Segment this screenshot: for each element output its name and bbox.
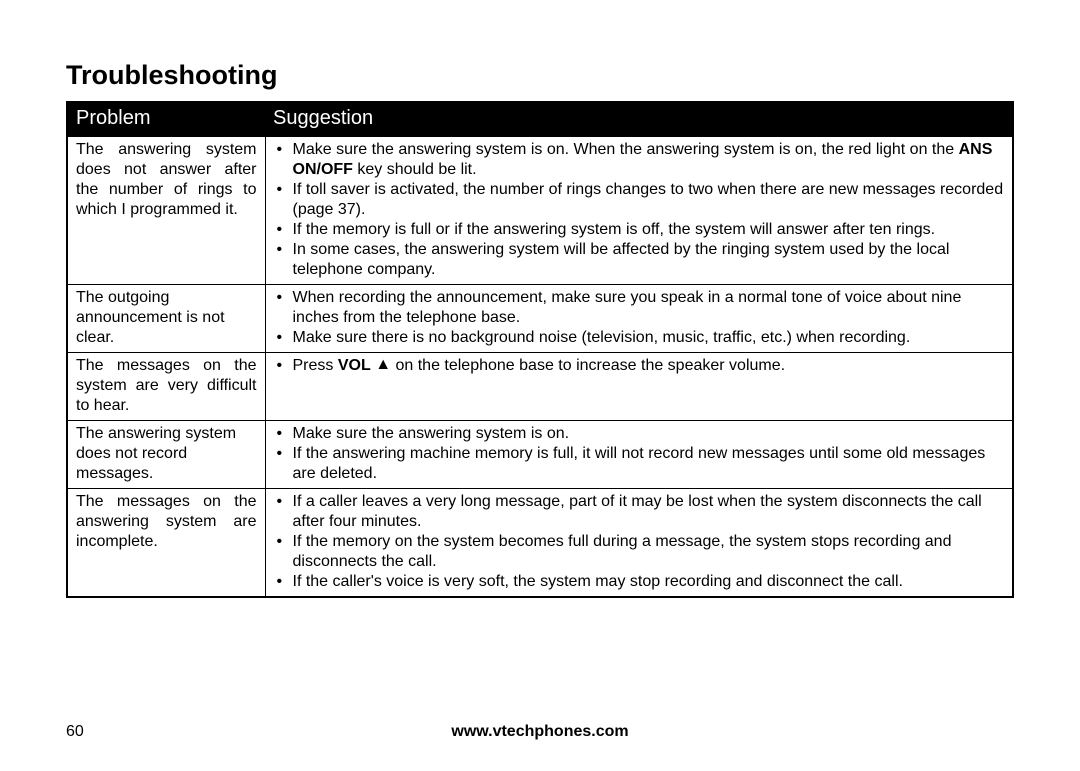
- suggestion-item: If the memory is full or if the answerin…: [291, 220, 1005, 240]
- problem-cell: The messages on the system are very diff…: [67, 353, 265, 421]
- page-number: 60: [66, 723, 84, 740]
- suggestion-list: Make sure the answering system is on. Wh…: [274, 140, 1005, 280]
- problem-cell: The messages on the answering system are…: [67, 489, 265, 598]
- suggestion-cell: If a caller leaves a very long message, …: [265, 489, 1013, 598]
- page-footer: 60 www.vtechphones.com: [66, 723, 1014, 741]
- suggestion-cell: Press VOL ▲ on the telephone base to inc…: [265, 353, 1013, 421]
- suggestion-cell: When recording the announcement, make su…: [265, 285, 1013, 353]
- table-row: The answering system does not answer aft…: [67, 137, 1013, 285]
- page-title: Troubleshooting: [66, 60, 1014, 91]
- suggestion-item: When recording the announcement, make su…: [291, 288, 1005, 328]
- table-body: The answering system does not answer aft…: [67, 137, 1013, 598]
- suggestion-item: If the answering machine memory is full,…: [291, 444, 1005, 484]
- suggestion-list: When recording the announcement, make su…: [274, 288, 1005, 348]
- suggestion-list: If a caller leaves a very long message, …: [274, 492, 1005, 592]
- suggestion-item: Press VOL ▲ on the telephone base to inc…: [291, 356, 1005, 376]
- troubleshooting-table: Problem Suggestion The answering system …: [66, 101, 1014, 598]
- col-header-problem: Problem: [67, 102, 265, 137]
- suggestion-item: Make sure the answering system is on.: [291, 424, 1005, 444]
- table-row: The messages on the system are very diff…: [67, 353, 1013, 421]
- problem-cell: The outgoing announcement is not clear.: [67, 285, 265, 353]
- col-header-suggestion: Suggestion: [265, 102, 1013, 137]
- suggestion-list: Make sure the answering system is on.If …: [274, 424, 1005, 484]
- suggestion-item: In some cases, the answering system will…: [291, 240, 1005, 280]
- suggestion-item: If a caller leaves a very long message, …: [291, 492, 1005, 532]
- suggestion-item: If the caller's voice is very soft, the …: [291, 572, 1005, 592]
- suggestion-item: If toll saver is activated, the number o…: [291, 180, 1005, 220]
- table-header: Problem Suggestion: [67, 102, 1013, 137]
- footer-url: www.vtechphones.com: [451, 723, 628, 741]
- suggestion-item: If the memory on the system becomes full…: [291, 532, 1005, 572]
- problem-cell: The answering system does not record mes…: [67, 421, 265, 489]
- manual-page: Troubleshooting Problem Suggestion The a…: [0, 0, 1080, 771]
- suggestion-cell: Make sure the answering system is on. Wh…: [265, 137, 1013, 285]
- suggestion-cell: Make sure the answering system is on.If …: [265, 421, 1013, 489]
- problem-cell: The answering system does not answer aft…: [67, 137, 265, 285]
- suggestion-item: Make sure there is no background noise (…: [291, 328, 1005, 348]
- suggestion-list: Press VOL ▲ on the telephone base to inc…: [274, 356, 1005, 376]
- table-row: The messages on the answering system are…: [67, 489, 1013, 598]
- table-row: The answering system does not record mes…: [67, 421, 1013, 489]
- table-row: The outgoing announcement is not clear. W…: [67, 285, 1013, 353]
- suggestion-item: Make sure the answering system is on. Wh…: [291, 140, 1005, 180]
